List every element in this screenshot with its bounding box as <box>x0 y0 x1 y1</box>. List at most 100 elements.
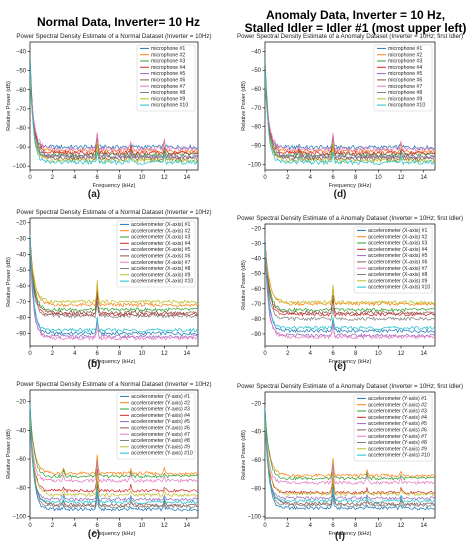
series-line <box>265 56 435 151</box>
y-tick-label: −90 <box>16 145 27 151</box>
x-tick-label: 12 <box>161 523 168 529</box>
legend-entry: accelerometer (X-axis) #2 <box>131 228 191 234</box>
series-line <box>30 63 198 166</box>
series-line <box>30 417 198 502</box>
x-tick-label: 8 <box>354 351 358 357</box>
legend-entry: accelerometer (X-axis) #7 <box>131 260 191 266</box>
x-tick-label: 10 <box>139 351 146 357</box>
series-line <box>265 74 435 164</box>
chart-title: Power Spectral Density Estimate of a Nor… <box>16 33 211 40</box>
y-tick-label: −80 <box>251 125 262 131</box>
x-tick-label: 8 <box>354 523 358 529</box>
x-tick-label: 2 <box>51 523 55 529</box>
series-line <box>265 405 435 511</box>
legend-entry: accelerometer (Y-axis) #9 <box>131 444 190 450</box>
y-tick-label: −60 <box>16 88 27 94</box>
legend-entry: accelerometer (X-axis) #7 <box>368 266 428 272</box>
legend-entry: accelerometer (Y-axis) #4 <box>131 413 190 419</box>
x-tick-label: 4 <box>73 351 77 357</box>
legend-entry: microphone #7 <box>151 84 185 90</box>
legend-entry: microphone #4 <box>388 65 422 71</box>
y-axis-label: Relative Power (dB) <box>6 429 12 479</box>
legend-entry: accelerometer (X-axis) #4 <box>368 247 428 253</box>
x-tick-label: 4 <box>309 351 313 357</box>
legend-entry: microphone #5 <box>151 71 185 77</box>
legend-entry: microphone #4 <box>151 65 185 71</box>
series-line <box>265 59 435 158</box>
series-line <box>30 235 198 341</box>
y-axis-label: Relative Power (dB) <box>241 81 247 131</box>
y-tick-label: −20 <box>251 401 262 407</box>
y-tick-label: −90 <box>251 332 262 338</box>
legend-entry: microphone #5 <box>388 71 422 77</box>
x-axis-label: Frequency (kHz) <box>93 531 136 537</box>
legend-entry: accelerometer (Y-axis) #7 <box>368 434 427 440</box>
y-tick-label: −60 <box>251 87 262 93</box>
y-tick-label: −40 <box>16 428 27 434</box>
heading-anomaly-line2: Stalled Idler = Idler #1 (most upper lef… <box>244 21 467 35</box>
y-tick-label: −40 <box>16 252 27 258</box>
y-axis-label: Relative Power (dB) <box>6 81 12 131</box>
y-tick-label: −50 <box>251 68 262 74</box>
x-tick-label: 14 <box>420 175 427 181</box>
x-tick-label: 10 <box>139 175 146 181</box>
chart-title: Power Spectral Density Estimate of a Nor… <box>16 381 211 388</box>
y-axis-label: Relative Power (dB) <box>6 257 12 307</box>
legend-entry: accelerometer (X-axis) #6 <box>368 260 428 266</box>
legend-entry: microphone #6 <box>151 78 185 84</box>
series-line <box>30 72 198 164</box>
x-tick-label: 14 <box>183 523 190 529</box>
x-axis-label: Frequency (kHz) <box>329 183 372 189</box>
x-tick-label: 12 <box>161 175 168 181</box>
y-tick-label: −40 <box>251 430 262 436</box>
x-tick-label: 2 <box>286 351 290 357</box>
x-tick-label: 6 <box>96 523 100 529</box>
legend-entry: accelerometer (Y-axis) #2 <box>131 400 190 406</box>
legend-entry: accelerometer (Y-axis) #1 <box>368 396 427 402</box>
series-line <box>265 69 435 157</box>
x-tick-label: 10 <box>139 523 146 529</box>
panel-caption: (f) <box>335 531 345 542</box>
y-tick-label: −70 <box>16 300 27 306</box>
x-tick-label: 0 <box>28 523 32 529</box>
series-line <box>30 81 198 153</box>
series-line <box>30 405 198 479</box>
x-tick-label: 12 <box>398 523 405 529</box>
series-line <box>30 243 198 339</box>
y-tick-label: −80 <box>16 316 27 322</box>
legend-entry: microphone #8 <box>151 90 185 96</box>
series-line <box>265 238 435 340</box>
y-tick-label: −90 <box>251 144 262 150</box>
x-tick-label: 4 <box>309 523 313 529</box>
legend-entry: microphone #6 <box>388 78 422 84</box>
legend-entry: accelerometer (Y-axis) #6 <box>368 428 427 434</box>
legend-entry: microphone #10 <box>388 103 425 109</box>
legend-entry: accelerometer (Y-axis) #8 <box>131 438 190 444</box>
legend-entry: microphone #3 <box>151 59 185 65</box>
legend-entry: microphone #1 <box>151 46 185 52</box>
legend-entry: microphone #2 <box>388 52 422 58</box>
x-tick-label: 8 <box>118 351 122 357</box>
legend-box <box>136 44 196 112</box>
legend-entry: microphone #2 <box>151 52 185 58</box>
y-tick-label: −90 <box>16 331 27 337</box>
x-tick-label: 2 <box>286 175 290 181</box>
x-tick-label: 10 <box>375 351 382 357</box>
series-line <box>265 245 435 305</box>
series-line <box>265 83 435 153</box>
series-line <box>30 240 198 319</box>
legend-entry: accelerometer (Y-axis) #5 <box>368 421 427 427</box>
legend-entry: accelerometer (X-axis) #3 <box>131 235 191 241</box>
series-line <box>265 246 435 338</box>
series-line <box>30 402 198 512</box>
legend-entry: accelerometer (X-axis) #6 <box>131 254 191 260</box>
y-axis-label: Relative Power (dB) <box>241 260 247 310</box>
y-tick-label: −100 <box>247 162 261 168</box>
y-tick-label: −20 <box>16 400 27 406</box>
series-line <box>30 236 198 308</box>
x-tick-label: 2 <box>51 175 55 181</box>
chart-b: Power Spectral Density Estimate of a Nor… <box>6 209 212 370</box>
x-tick-label: 8 <box>118 175 122 181</box>
legend-entry: accelerometer (X-axis) #10 <box>368 285 430 291</box>
